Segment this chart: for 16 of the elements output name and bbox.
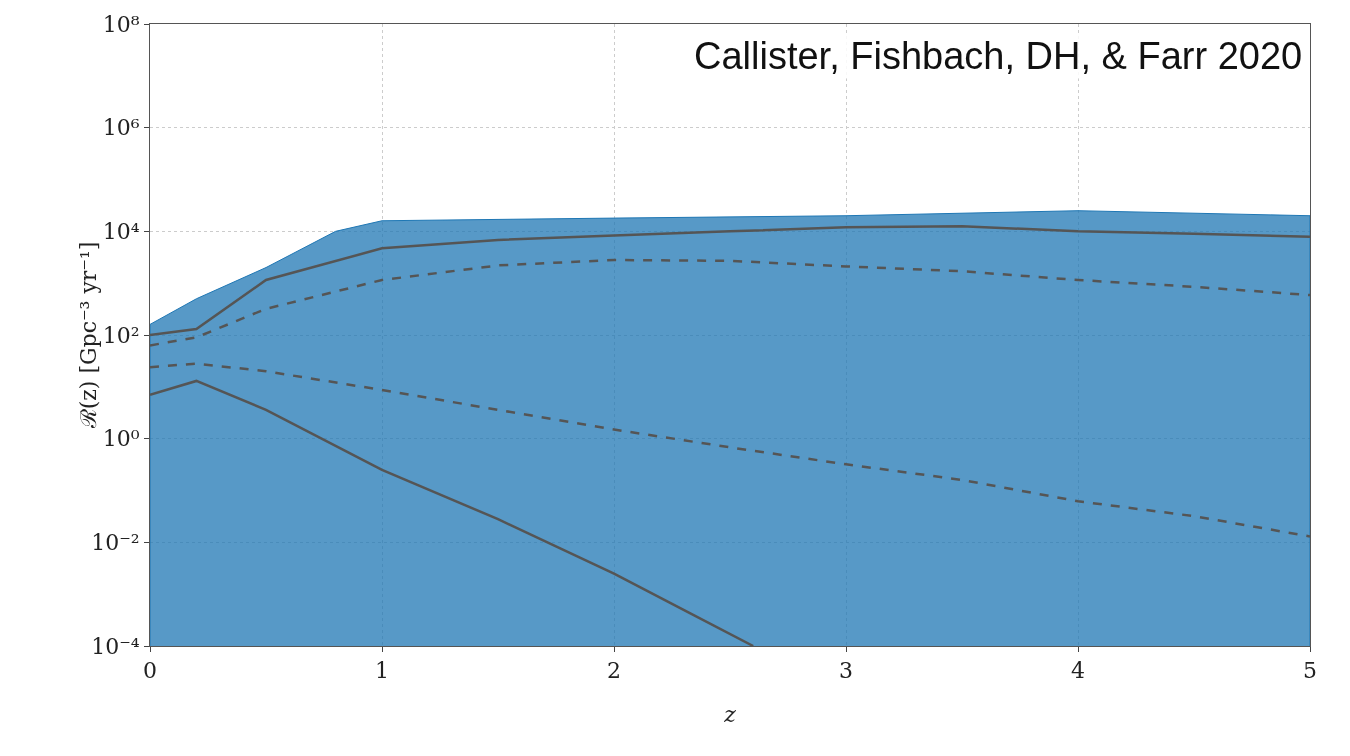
x-tick-label: 2 bbox=[607, 658, 621, 684]
y-tick-label: 10⁴ bbox=[102, 219, 140, 245]
y-tick-label: 10⁶ bbox=[102, 115, 140, 141]
x-tick-label: 3 bbox=[839, 658, 853, 684]
x-tick-label: 1 bbox=[375, 658, 389, 684]
y-tick-label: 10⁻² bbox=[91, 530, 140, 556]
y-tick-label: 10⁸ bbox=[102, 11, 140, 37]
y-tick-label: 10⁻⁴ bbox=[91, 633, 140, 659]
y-tick-label: 10⁰ bbox=[102, 426, 140, 452]
x-tick-label: 5 bbox=[1303, 658, 1317, 684]
y-axis-title: ℛ(z) [Gpc⁻³ yr⁻¹] bbox=[75, 241, 101, 430]
x-tick-label: 0 bbox=[143, 658, 157, 684]
y-tick-label: 10² bbox=[102, 322, 140, 348]
x-tick-label: 4 bbox=[1071, 658, 1085, 684]
x-axis-title: z bbox=[723, 702, 737, 727]
annotation: Callister, Fishbach, DH, & Farr 2020 bbox=[694, 35, 1303, 77]
